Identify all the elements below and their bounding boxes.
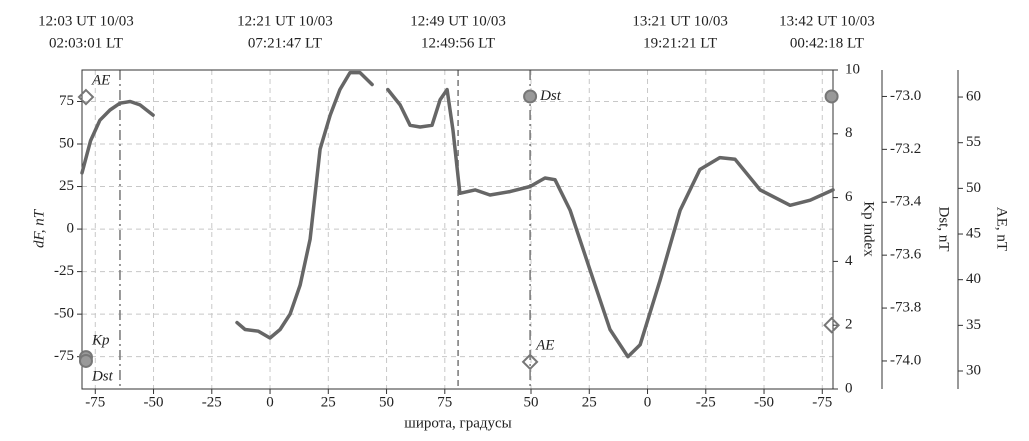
marker-label: Dst bbox=[539, 88, 562, 104]
time-lt: 12:49:56 LT bbox=[421, 35, 495, 51]
time-ut: 13:42 UT 10/03 bbox=[779, 13, 875, 29]
marker-label: AE bbox=[91, 72, 110, 88]
ae-tick-label: 45 bbox=[966, 225, 981, 241]
x-tick-label: 25 bbox=[582, 394, 597, 410]
x-tick-label: 0 bbox=[266, 394, 274, 410]
marker bbox=[523, 89, 538, 104]
kp-tick-label: 2 bbox=[845, 317, 853, 333]
x-tick-label: -50 bbox=[754, 394, 774, 410]
ae-tick-label: 55 bbox=[966, 134, 981, 150]
dst-tick-label: -73.4 bbox=[890, 194, 922, 210]
ae-tick-label: 35 bbox=[966, 317, 981, 333]
y-tick-label: -25 bbox=[54, 263, 74, 279]
time-lt: 19:21:21 LT bbox=[643, 35, 717, 51]
x-tick-label: 75 bbox=[437, 394, 452, 410]
y-tick-label: 50 bbox=[59, 135, 74, 151]
x-tick-label: 50 bbox=[379, 394, 394, 410]
ae-tick-label: 60 bbox=[966, 88, 981, 104]
kp-axis-label: Kp index bbox=[861, 201, 877, 257]
marker bbox=[824, 89, 839, 104]
time-ut: 12:49 UT 10/03 bbox=[410, 13, 506, 29]
marker bbox=[521, 353, 539, 371]
kp-tick-label: 10 bbox=[845, 61, 860, 77]
time-lt: 02:03:01 LT bbox=[49, 35, 123, 51]
x-tick-label: -75 bbox=[85, 394, 105, 410]
x-tick-label: -50 bbox=[144, 394, 164, 410]
y-tick-label: -75 bbox=[54, 348, 74, 364]
marker bbox=[823, 316, 841, 334]
kp-tick-label: 8 bbox=[845, 125, 853, 141]
kp-tick-label: 4 bbox=[845, 253, 853, 269]
y-tick-label: 0 bbox=[67, 221, 75, 237]
x-tick-label: -25 bbox=[202, 394, 222, 410]
time-ut: 13:21 UT 10/03 bbox=[632, 13, 728, 29]
x-tick-label: 50 bbox=[524, 394, 539, 410]
marker-label: Kp bbox=[91, 333, 110, 349]
y-tick-label: 25 bbox=[59, 178, 74, 194]
dst-tick-label: -74.0 bbox=[890, 352, 921, 368]
x-tick-label: 25 bbox=[321, 394, 336, 410]
marker bbox=[77, 88, 95, 106]
dst-tick-label: -73.2 bbox=[890, 141, 921, 157]
data-line bbox=[80, 70, 835, 359]
ae-tick-label: 50 bbox=[966, 180, 981, 196]
time-lt: 00:42:18 LT bbox=[790, 35, 864, 51]
time-lt: 07:21:47 LT bbox=[248, 35, 322, 51]
time-ut: 12:21 UT 10/03 bbox=[237, 13, 333, 29]
ae-axis-label: AE, nT bbox=[994, 207, 1010, 251]
marker bbox=[78, 353, 93, 368]
kp-tick-label: 6 bbox=[845, 189, 853, 205]
plot-frame bbox=[81, 69, 834, 390]
marker-label: AE bbox=[535, 337, 554, 353]
y-axis-label: dF, nT bbox=[31, 208, 47, 248]
y-tick-label: -50 bbox=[54, 306, 74, 322]
x-axis-label: широта, градусы bbox=[404, 415, 511, 431]
ae-tick-label: 30 bbox=[966, 362, 981, 378]
dst-tick-label: -73.0 bbox=[890, 88, 921, 104]
ae-tick-label: 40 bbox=[966, 271, 981, 287]
y-tick-label: 75 bbox=[59, 93, 74, 109]
kp-tick-label: 0 bbox=[845, 380, 853, 396]
dst-axis-label: Dst, nT bbox=[936, 207, 952, 252]
dst-tick-label: -73.6 bbox=[890, 247, 922, 263]
time-ut: 12:03 UT 10/03 bbox=[38, 13, 134, 29]
marker-label: Dst bbox=[91, 368, 114, 384]
dst-tick-label: -73.8 bbox=[890, 299, 921, 315]
x-tick-label: -25 bbox=[696, 394, 716, 410]
x-tick-label: -75 bbox=[812, 394, 832, 410]
x-tick-label: 0 bbox=[644, 394, 652, 410]
